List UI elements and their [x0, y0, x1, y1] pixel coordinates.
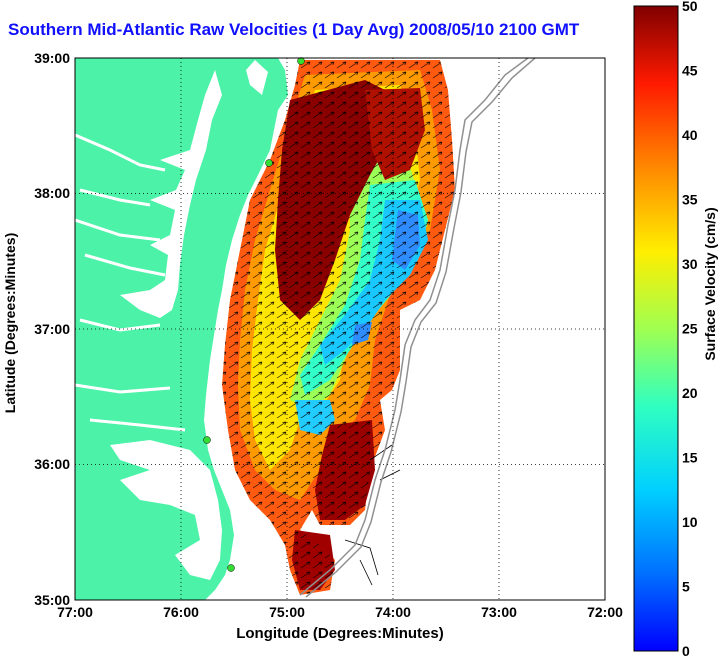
colorbar-tick: 35: [682, 192, 698, 208]
pamlico-sound: [110, 440, 222, 580]
colorbar-tick: 5: [682, 579, 690, 595]
colorbar-tick: 50: [682, 0, 698, 14]
station-markers: [203, 57, 305, 572]
x-tick-label: 73:00: [481, 604, 517, 620]
rivers: [75, 133, 186, 432]
y-tick-label: 36:00: [34, 456, 70, 472]
colorbar-tick: 45: [682, 63, 698, 79]
x-tick-label: 74:00: [375, 604, 411, 620]
plot-frame: [74, 57, 606, 601]
x-tick-label: 72:00: [587, 604, 623, 620]
delaware-bay: [246, 60, 268, 95]
colorbar-tick: 10: [682, 514, 698, 530]
grid-lines: [75, 58, 605, 600]
colorbar-tick: 0: [682, 643, 690, 659]
y-tick-label: 39:00: [34, 50, 70, 66]
x-axis-label: Longitude (Degrees:Minutes): [236, 625, 444, 642]
colorbar-tick-labels: 50 45 40 35 30 25 20 15 10 5 0: [682, 0, 698, 659]
colorbar-tick: 15: [682, 450, 698, 466]
isobath-lines: [299, 58, 536, 598]
land-mass: [75, 58, 288, 600]
y-tick-label: 37:00: [34, 321, 70, 337]
colorbar-tick: 30: [682, 256, 698, 272]
x-tick-label: 75:00: [269, 604, 305, 620]
y-tick-label: 38:00: [34, 185, 70, 201]
colorbar-tick: 25: [682, 321, 698, 337]
colorbar-tick: 40: [682, 127, 698, 143]
y-tick-labels: 39:00 38:00 37:00 36:00 35:00: [34, 50, 70, 608]
x-tick-label: 77:00: [57, 604, 93, 620]
y-tick-label: 35:00: [34, 592, 70, 608]
chesapeake-bay: [120, 70, 222, 318]
colorbar-tick: 20: [682, 385, 698, 401]
x-tick-labels: 77:00 76:00 75:00 74:00 73:00 72:00: [57, 604, 623, 620]
colorbar: [633, 5, 679, 652]
map-title: Southern Mid-Atlantic Raw Velocities (1 …: [8, 20, 580, 39]
x-tick-label: 76:00: [163, 604, 199, 620]
